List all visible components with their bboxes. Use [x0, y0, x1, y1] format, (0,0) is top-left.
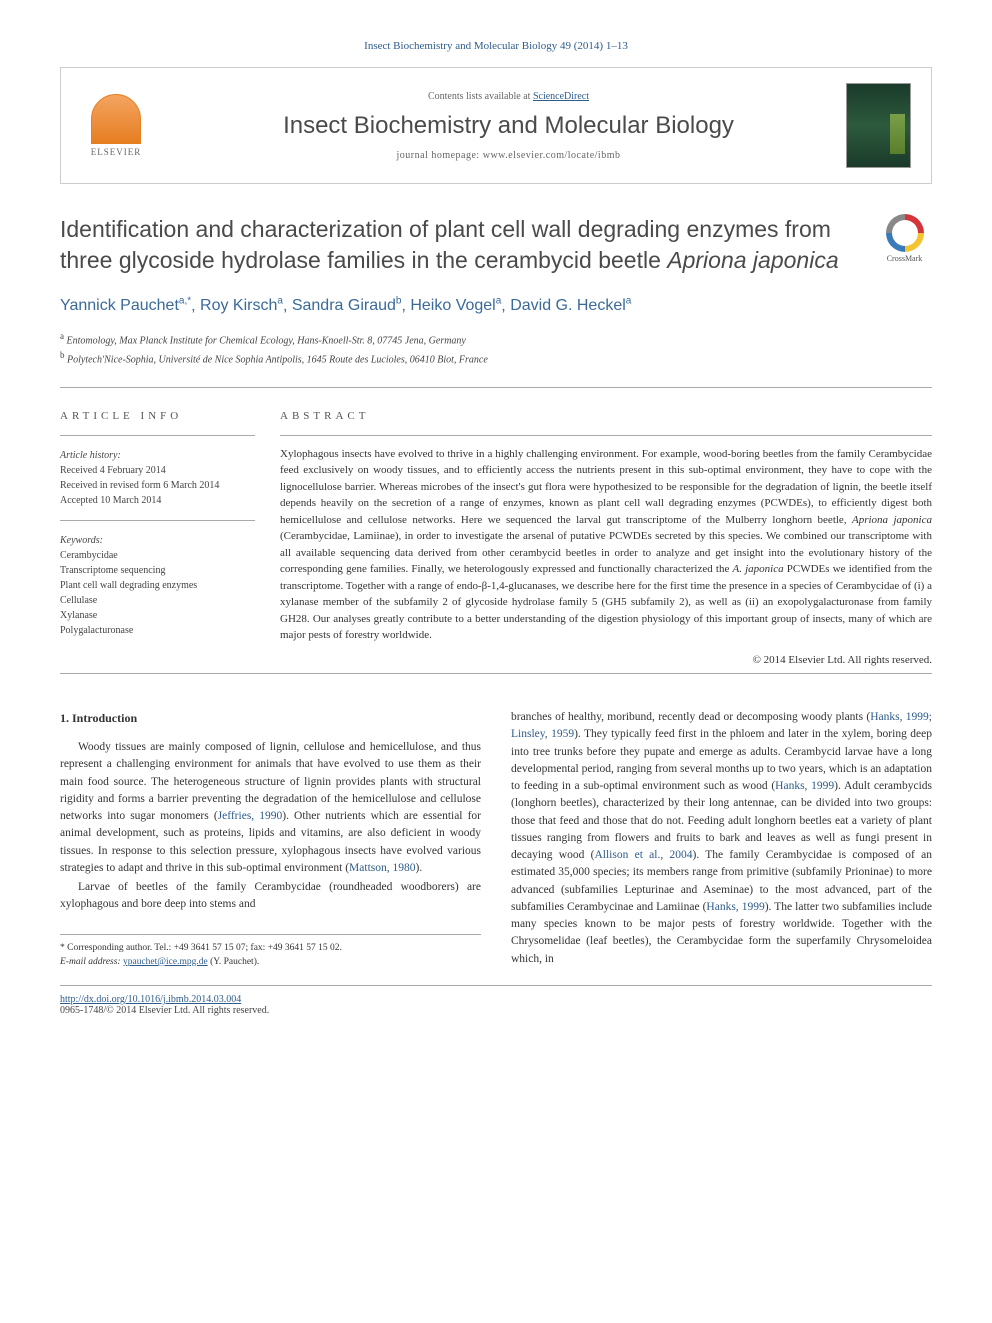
journal-header: ELSEVIER Contents lists available at Sci… — [60, 67, 932, 184]
corr-star: * — [60, 943, 65, 953]
doi-link[interactable]: http://dx.doi.org/10.1016/j.ibmb.2014.03… — [60, 994, 241, 1005]
accepted-date: Accepted 10 March 2014 — [60, 493, 255, 508]
abstract-text: Xylophagous insects have evolved to thri… — [280, 436, 932, 644]
ref-link[interactable]: Hanks, 1999; Linsley, 1959 — [511, 711, 932, 740]
title-species: Apriona japonica — [667, 247, 838, 273]
divider — [60, 673, 932, 674]
journal-title: Insect Biochemistry and Molecular Biolog… — [171, 112, 846, 140]
author: Heiko Vogela — [410, 297, 501, 314]
keyword: Cellulase — [60, 593, 255, 608]
author: David G. Heckela — [510, 297, 631, 314]
ref-link[interactable]: Hanks, 1999 — [706, 901, 764, 913]
keyword: Transcriptome sequencing — [60, 563, 255, 578]
keyword: Polygalacturonase — [60, 623, 255, 638]
revised-date: Received in revised form 6 March 2014 — [60, 478, 255, 493]
corr-label: Corresponding author. Tel.: +49 3641 57 … — [67, 943, 342, 953]
keyword: Plant cell wall degrading enzymes — [60, 578, 255, 593]
keyword: Cerambycidae — [60, 548, 255, 563]
divider — [60, 435, 255, 436]
contents-prefix: Contents lists available at — [428, 91, 533, 102]
article-title: Identification and characterization of p… — [60, 214, 877, 276]
homepage-prefix: journal homepage: — [397, 150, 483, 161]
journal-cover-thumbnail[interactable] — [846, 83, 911, 168]
article-info-heading: ARTICLE INFO — [60, 393, 255, 425]
divider — [60, 520, 255, 521]
elsevier-logo[interactable]: ELSEVIER — [81, 86, 151, 166]
crossmark-icon — [886, 214, 924, 252]
email-label: E-mail address: — [60, 957, 121, 967]
crossmark-badge[interactable]: CrossMark — [877, 214, 932, 269]
abstract-copyright: © 2014 Elsevier Ltd. All rights reserved… — [280, 652, 932, 669]
author: Sandra Giraudb — [292, 297, 402, 314]
body-paragraph: Larvae of beetles of the family Cerambyc… — [60, 879, 481, 914]
elsevier-tree-icon — [91, 94, 141, 144]
body-paragraph: Woody tissues are mainly composed of lig… — [60, 739, 481, 877]
body-paragraph: branches of healthy, moribund, recently … — [511, 709, 932, 968]
divider — [60, 387, 932, 388]
ref-link[interactable]: Hanks, 1999 — [775, 780, 834, 792]
corresponding-email-link[interactable]: ypauchet@ice.mpg.de — [123, 957, 208, 967]
author-list: Yannick Paucheta,*, Roy Kirscha, Sandra … — [60, 296, 932, 315]
author: Roy Kirscha — [200, 297, 283, 314]
keyword-list: CerambycidaeTranscriptome sequencingPlan… — [60, 548, 255, 638]
history-label: Article history: — [60, 448, 255, 463]
corresponding-author: * Corresponding author. Tel.: +49 3641 5… — [60, 941, 481, 955]
affiliation: b Polytech'Nice-Sophia, Université de Ni… — [60, 349, 932, 367]
email-suffix: (Y. Pauchet). — [210, 957, 259, 967]
contents-available-line: Contents lists available at ScienceDirec… — [171, 91, 846, 102]
abstract-heading: ABSTRACT — [280, 393, 932, 425]
crossmark-label: CrossMark — [887, 254, 923, 263]
issn-copyright: 0965-1748/© 2014 Elsevier Ltd. All right… — [60, 1005, 932, 1016]
section-heading-intro: 1. Introduction — [60, 709, 481, 727]
ref-link[interactable]: Jeffries, 1990 — [218, 810, 283, 822]
affiliation: a Entomology, Max Planck Institute for C… — [60, 330, 932, 348]
keyword: Xylanase — [60, 608, 255, 623]
journal-homepage: journal homepage: www.elsevier.com/locat… — [171, 150, 846, 161]
keywords-label: Keywords: — [60, 533, 255, 548]
publisher-name: ELSEVIER — [91, 147, 142, 157]
ref-link[interactable]: Mattson, 1980 — [349, 862, 415, 874]
received-date: Received 4 February 2014 — [60, 463, 255, 478]
author: Yannick Paucheta,* — [60, 297, 191, 314]
ref-link[interactable]: Allison et al., 2004 — [594, 849, 692, 861]
journal-citation: Insect Biochemistry and Molecular Biolog… — [60, 40, 932, 52]
homepage-url[interactable]: www.elsevier.com/locate/ibmb — [483, 150, 621, 161]
corresponding-email-line: E-mail address: ypauchet@ice.mpg.de (Y. … — [60, 955, 481, 969]
affiliation-list: a Entomology, Max Planck Institute for C… — [60, 330, 932, 367]
sciencedirect-link[interactable]: ScienceDirect — [533, 91, 589, 102]
